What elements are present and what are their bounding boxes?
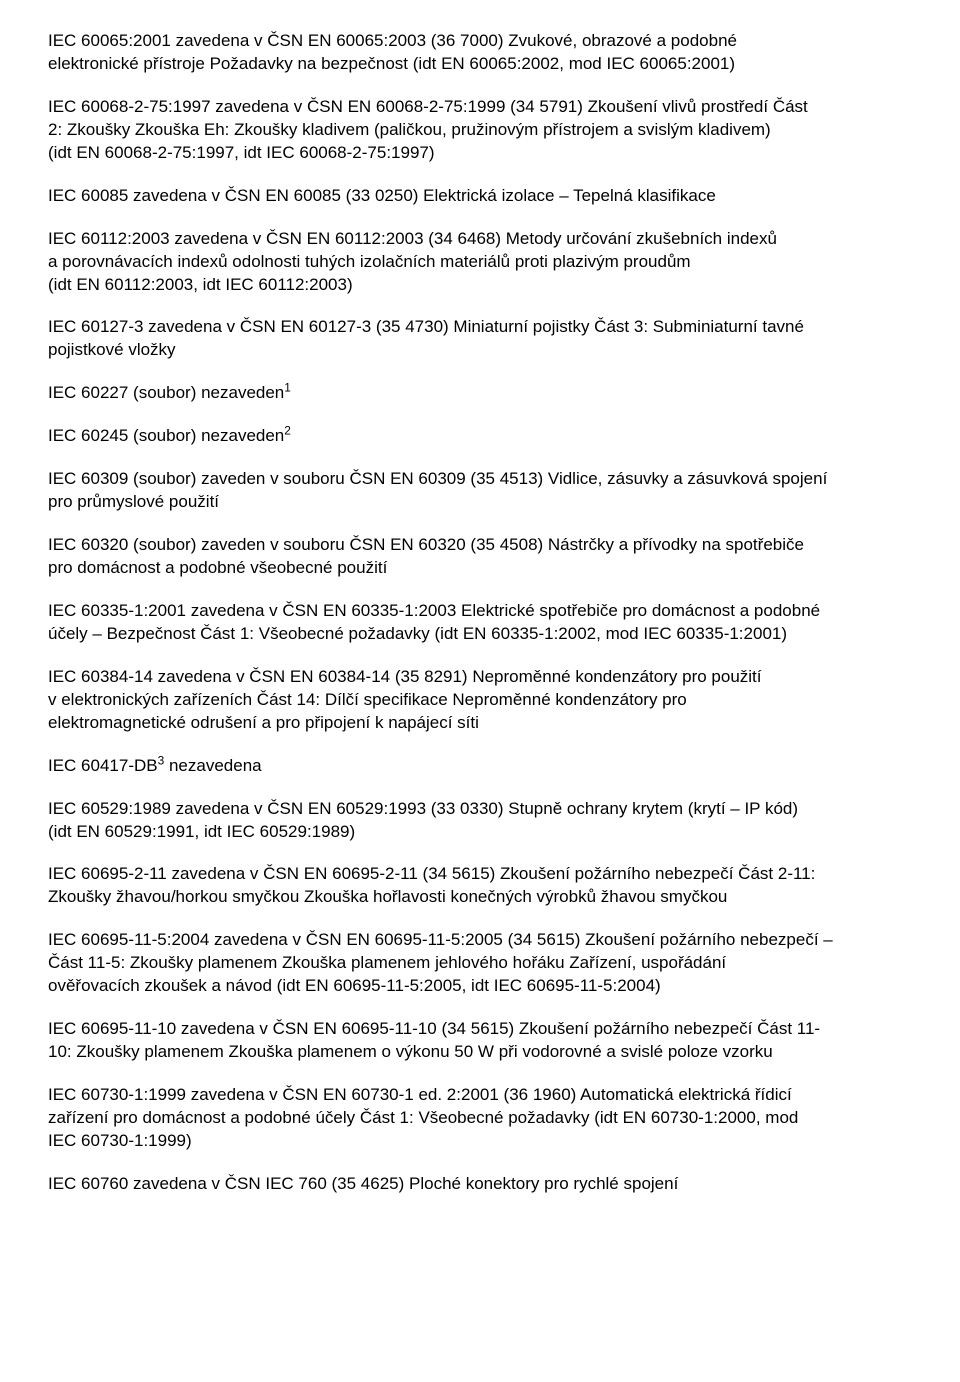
text-line: elektromagnetické odrušení a pro připoje…	[48, 713, 479, 732]
paragraph: IEC 60112:2003 zavedena v ČSN EN 60112:2…	[48, 228, 912, 297]
paragraph: IEC 60065:2001 zavedena v ČSN EN 60065:2…	[48, 30, 912, 76]
paragraph: IEC 60760 zavedena v ČSN IEC 760 (35 462…	[48, 1173, 912, 1196]
text-line: (idt EN 60529:1991, idt IEC 60529:1989)	[48, 822, 355, 841]
text-line: IEC 60065:2001 zavedena v ČSN EN 60065:2…	[48, 31, 737, 50]
paragraph: IEC 60384-14 zavedena v ČSN EN 60384-14 …	[48, 666, 912, 735]
text-line: IEC 60335-1:2001 zavedena v ČSN EN 60335…	[48, 601, 820, 620]
text-line: elektronické přístroje Požadavky na bezp…	[48, 54, 735, 73]
text-line: účely – Bezpečnost Část 1: Všeobecné pož…	[48, 624, 787, 643]
text-line: IEC 60730-1:1999 zavedena v ČSN EN 60730…	[48, 1085, 792, 1104]
text-line: IEC 60695-2-11 zavedena v ČSN EN 60695-2…	[48, 864, 815, 883]
footnote-ref: 2	[284, 424, 291, 438]
text-line: (idt EN 60112:2003, idt IEC 60112:2003)	[48, 275, 353, 294]
paragraph: IEC 60309 (soubor) zaveden v souboru ČSN…	[48, 468, 912, 514]
text-line: IEC 60068-2-75:1997 zavedena v ČSN EN 60…	[48, 97, 808, 116]
paragraph: IEC 60417-DB3 nezavedena	[48, 755, 912, 778]
text-line: IEC 60085 zavedena v ČSN EN 60085 (33 02…	[48, 186, 716, 205]
text-line: zařízení pro domácnost a podobné účely Č…	[48, 1108, 798, 1127]
text-line: IEC 60127-3 zavedena v ČSN EN 60127-3 (3…	[48, 317, 804, 336]
paragraph: IEC 60695-11-10 zavedena v ČSN EN 60695-…	[48, 1018, 912, 1064]
text-line: IEC 60730-1:1999)	[48, 1131, 192, 1150]
text-line: v elektronických zařízeních Část 14: Díl…	[48, 690, 687, 709]
paragraph: IEC 60245 (soubor) nezaveden2	[48, 425, 912, 448]
text-after: nezavedena	[164, 756, 261, 775]
text-line: IEC 60529:1989 zavedena v ČSN EN 60529:1…	[48, 799, 798, 818]
document-page: IEC 60065:2001 zavedena v ČSN EN 60065:2…	[0, 0, 960, 1246]
text-line: Zkoušky žhavou/horkou smyčkou Zkouška ho…	[48, 887, 727, 906]
text-line: Část 11-5: Zkoušky plamenem Zkouška plam…	[48, 953, 726, 972]
paragraph: IEC 60335-1:2001 zavedena v ČSN EN 60335…	[48, 600, 912, 646]
text-line: IEC 60227 (soubor) nezaveden	[48, 383, 284, 402]
text-line: IEC 60309 (soubor) zaveden v souboru ČSN…	[48, 469, 827, 488]
text-line: pojistkové vložky	[48, 340, 176, 359]
paragraph: IEC 60320 (soubor) zaveden v souboru ČSN…	[48, 534, 912, 580]
text-line: a porovnávacích indexů odolnosti tuhých …	[48, 252, 691, 271]
paragraph: IEC 60695-2-11 zavedena v ČSN EN 60695-2…	[48, 863, 912, 909]
text-line: IEC 60320 (soubor) zaveden v souboru ČSN…	[48, 535, 804, 554]
text-line: (idt EN 60068-2-75:1997, idt IEC 60068-2…	[48, 143, 435, 162]
paragraph: IEC 60085 zavedena v ČSN EN 60085 (33 02…	[48, 185, 912, 208]
text-line: pro domácnost a podobné všeobecné použit…	[48, 558, 387, 577]
text-line: 10: Zkoušky plamenem Zkouška plamenem o …	[48, 1042, 773, 1061]
text-line: IEC 60112:2003 zavedena v ČSN EN 60112:2…	[48, 229, 777, 248]
text-line: IEC 60695-11-10 zavedena v ČSN EN 60695-…	[48, 1019, 820, 1038]
paragraph: IEC 60227 (soubor) nezaveden1	[48, 382, 912, 405]
paragraph: IEC 60695-11-5:2004 zavedena v ČSN EN 60…	[48, 929, 912, 998]
paragraph: IEC 60529:1989 zavedena v ČSN EN 60529:1…	[48, 798, 912, 844]
text-line: 2: Zkoušky Zkouška Eh: Zkoušky kladivem …	[48, 120, 771, 139]
text-line: IEC 60695-11-5:2004 zavedena v ČSN EN 60…	[48, 930, 833, 949]
footnote-ref: 1	[284, 381, 291, 395]
text-line: IEC 60760 zavedena v ČSN IEC 760 (35 462…	[48, 1174, 678, 1193]
text-line: pro průmyslové použití	[48, 492, 219, 511]
text-line: IEC 60384-14 zavedena v ČSN EN 60384-14 …	[48, 667, 762, 686]
text-line: IEC 60245 (soubor) nezaveden	[48, 426, 284, 445]
paragraph: IEC 60127-3 zavedena v ČSN EN 60127-3 (3…	[48, 316, 912, 362]
paragraph: IEC 60068-2-75:1997 zavedena v ČSN EN 60…	[48, 96, 912, 165]
paragraph: IEC 60730-1:1999 zavedena v ČSN EN 60730…	[48, 1084, 912, 1153]
content-area: IEC 60065:2001 zavedena v ČSN EN 60065:2…	[48, 30, 912, 1196]
text-line: ověřovacích zkoušek a návod (idt EN 6069…	[48, 976, 661, 995]
text-line: IEC 60417-DB	[48, 756, 158, 775]
